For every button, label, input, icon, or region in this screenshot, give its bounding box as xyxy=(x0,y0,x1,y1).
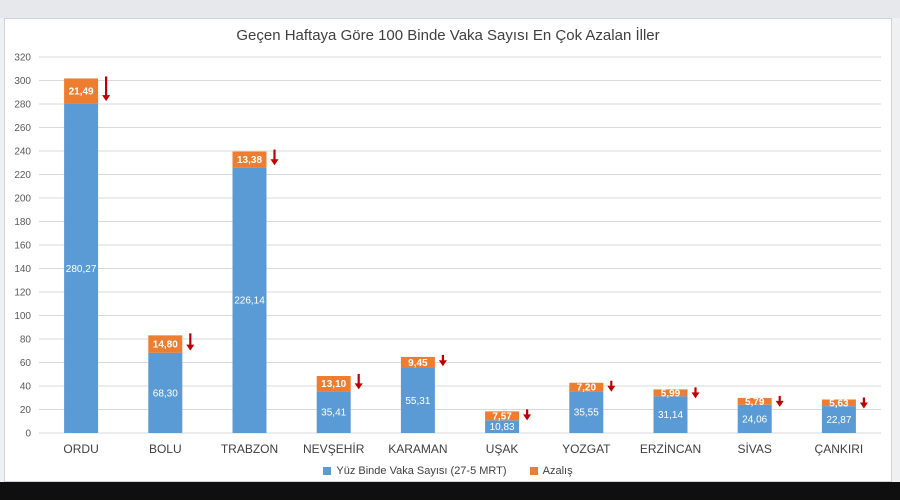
x-tick-label: SİVAS xyxy=(737,442,771,456)
x-tick-label: ERZİNCAN xyxy=(640,442,701,456)
legend-label-vaka: Yüz Binde Vaka Sayısı (27-5 MRT) xyxy=(336,465,507,477)
legend-swatch-azalis xyxy=(529,467,538,475)
bar-vaka xyxy=(653,396,688,433)
y-tick-label: 120 xyxy=(14,288,31,299)
down-arrow-head-icon xyxy=(354,383,363,390)
bar-azalis xyxy=(485,411,520,421)
bar-vaka xyxy=(148,352,183,433)
x-tick-label: YOZGAT xyxy=(562,442,611,456)
x-tick-label: KARAMAN xyxy=(388,442,447,456)
x-tick-label: NEVŞEHİR xyxy=(303,442,365,456)
data-label-azalis: 5,99 xyxy=(661,388,681,399)
bar-azalis xyxy=(148,335,183,353)
y-tick-label: 220 xyxy=(14,170,31,181)
bar-azalis xyxy=(569,382,604,392)
down-arrow-head-icon xyxy=(523,414,532,421)
data-label-azalis: 5,63 xyxy=(829,398,849,409)
legend-label-azalis: Azalış xyxy=(542,465,573,477)
bar-vaka xyxy=(232,167,267,433)
chart-title: Geçen Haftaya Göre 100 Binde Vaka Sayısı… xyxy=(236,27,660,44)
data-label-vaka: 226,14 xyxy=(234,296,265,307)
bar-vaka xyxy=(316,391,351,433)
y-tick-label: 80 xyxy=(20,335,32,346)
data-label-vaka: 22,87 xyxy=(826,415,851,426)
y-tick-label: 100 xyxy=(14,311,31,322)
data-label-azalis: 7,20 xyxy=(577,382,597,393)
data-label-vaka: 35,55 xyxy=(574,408,599,419)
bar-azalis xyxy=(653,389,688,397)
x-tick-label: ÇANKIRI xyxy=(815,442,864,456)
data-label-vaka: 55,31 xyxy=(405,396,430,407)
bar-chart: 0 20 40 60 80 100 120 140 160 180 200 220 240 260 280 3… xyxy=(14,53,881,456)
down-arrow-head-icon xyxy=(438,360,447,367)
y-tick-label: 160 xyxy=(14,241,31,252)
legend-swatch-vaka xyxy=(323,467,332,475)
window-top-strip xyxy=(0,0,900,18)
bar-vaka xyxy=(737,404,772,433)
y-tick-label: 300 xyxy=(14,76,31,87)
bar-azalis xyxy=(232,151,267,168)
data-label-azalis: 9,45 xyxy=(408,358,428,369)
bar-vaka xyxy=(569,391,604,433)
y-tick-label: 260 xyxy=(14,123,31,134)
data-label-vaka: 31,14 xyxy=(658,410,683,421)
down-arrow-head-icon xyxy=(775,400,784,407)
y-tick-label: 320 xyxy=(14,53,31,64)
y-tick-label: 140 xyxy=(14,264,31,275)
down-arrow-head-icon xyxy=(691,392,700,399)
y-tick-label: 180 xyxy=(14,217,31,228)
x-tick-label: ORDU xyxy=(63,442,98,456)
data-label-vaka: 68,30 xyxy=(153,388,178,399)
y-tick-label: 60 xyxy=(20,358,32,369)
bar-azalis xyxy=(821,399,856,407)
data-label-azalis: 7,57 xyxy=(492,411,512,422)
data-label-azalis: 21,49 xyxy=(69,87,94,98)
data-label-vaka: 35,41 xyxy=(321,408,346,419)
y-tick-label: 280 xyxy=(14,100,31,111)
chart-panel: Geçen Haftaya Göre 100 Binde Vaka Sayısı… xyxy=(4,18,892,482)
legend-item-vaka: Yüz Binde Vaka Sayısı (27-5 MRT) xyxy=(323,465,507,477)
bar-azalis xyxy=(737,397,772,405)
data-label-vaka: 280,27 xyxy=(66,264,97,275)
bar-azalis xyxy=(316,376,351,392)
data-label-azalis: 5,79 xyxy=(745,397,765,408)
down-arrow-head-icon xyxy=(859,402,868,409)
bar-vaka xyxy=(821,406,856,433)
bar-azalis xyxy=(64,78,99,104)
y-tick-label: 240 xyxy=(14,147,31,158)
data-label-vaka: 10,83 xyxy=(490,422,515,433)
bar-azalis xyxy=(400,356,435,369)
y-tick-label: 200 xyxy=(14,194,31,205)
bottom-bar xyxy=(0,482,900,500)
down-arrow-head-icon xyxy=(102,95,111,102)
down-arrow-head-icon xyxy=(270,159,279,166)
down-arrow-head-icon xyxy=(186,344,195,351)
bar-vaka xyxy=(64,103,99,434)
y-tick-label: 40 xyxy=(20,382,32,393)
y-tick-label: 20 xyxy=(20,405,32,416)
data-label-azalis: 13,10 xyxy=(321,379,346,390)
y-tick-label: 0 xyxy=(25,429,31,440)
chart-legend: Yüz Binde Vaka Sayısı (27-5 MRT) Azalış xyxy=(5,465,891,478)
data-label-azalis: 14,80 xyxy=(153,340,178,351)
x-tick-label: UŞAK xyxy=(486,442,519,456)
data-label-azalis: 13,38 xyxy=(237,155,262,166)
legend-item-azalis: Azalış xyxy=(529,465,573,477)
down-arrow-head-icon xyxy=(607,385,616,392)
data-label-vaka: 24,06 xyxy=(742,414,767,425)
x-tick-label: BOLU xyxy=(149,442,182,456)
bar-vaka xyxy=(400,368,435,433)
x-tick-label: TRABZON xyxy=(221,442,278,456)
bar-vaka xyxy=(485,420,520,433)
